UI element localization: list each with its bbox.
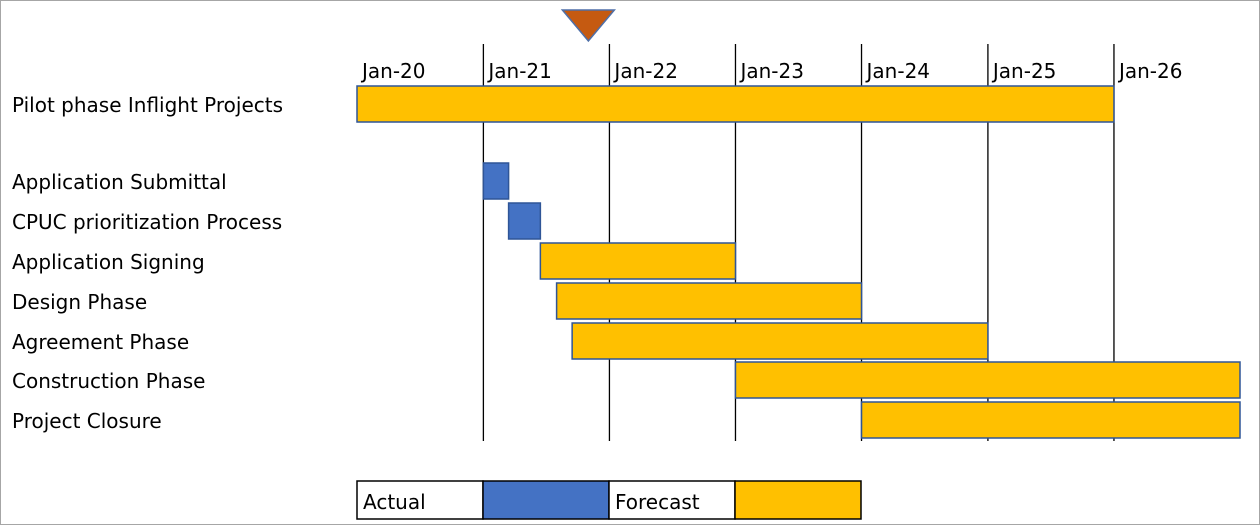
today-marker-icon <box>560 9 616 43</box>
task-labels: Pilot phase Inflight Projects Application… <box>12 93 283 433</box>
legend-swatch-actual <box>482 480 610 520</box>
legend-label-forecast: Forecast <box>615 490 700 514</box>
legend-label-box <box>608 480 736 520</box>
x-tick-label: Jan-23 <box>738 59 804 83</box>
task-bar <box>507 202 542 240</box>
x-tick-labels: Jan-20 Jan-21 Jan-22 Jan-23 Jan-24 Jan-25 Jan-… <box>360 59 1182 83</box>
task-bar <box>356 85 1115 123</box>
x-tick-label: Jan-26 <box>1117 59 1183 83</box>
task-label: Pilot phase Inflight Projects <box>12 93 283 117</box>
task-label: Project Closure <box>12 409 162 433</box>
task-label: CPUC prioritization Process <box>12 210 282 234</box>
task-bars <box>356 85 1241 439</box>
task-bar <box>571 322 989 360</box>
today-marker <box>560 9 616 43</box>
x-tick-label: Jan-24 <box>865 59 931 83</box>
legend-label-actual: Actual <box>363 490 426 514</box>
legend-swatch-forecast <box>734 480 862 520</box>
task-label: Application Submittal <box>12 170 227 194</box>
task-label: Construction Phase <box>12 369 205 393</box>
task-bar <box>860 401 1241 439</box>
task-bar <box>482 162 510 200</box>
task-label: Application Signing <box>12 250 205 274</box>
legend: Actual Forecast <box>356 480 862 520</box>
task-label: Agreement Phase <box>12 330 189 354</box>
x-tick-label: Jan-20 <box>360 59 426 83</box>
x-tick-label: Jan-21 <box>486 59 552 83</box>
task-bar <box>734 361 1241 399</box>
x-tick-label: Jan-25 <box>991 59 1057 83</box>
task-bar <box>555 282 863 320</box>
task-label: Design Phase <box>12 290 147 314</box>
task-bar <box>539 242 737 280</box>
x-tick-label: Jan-22 <box>612 59 678 83</box>
